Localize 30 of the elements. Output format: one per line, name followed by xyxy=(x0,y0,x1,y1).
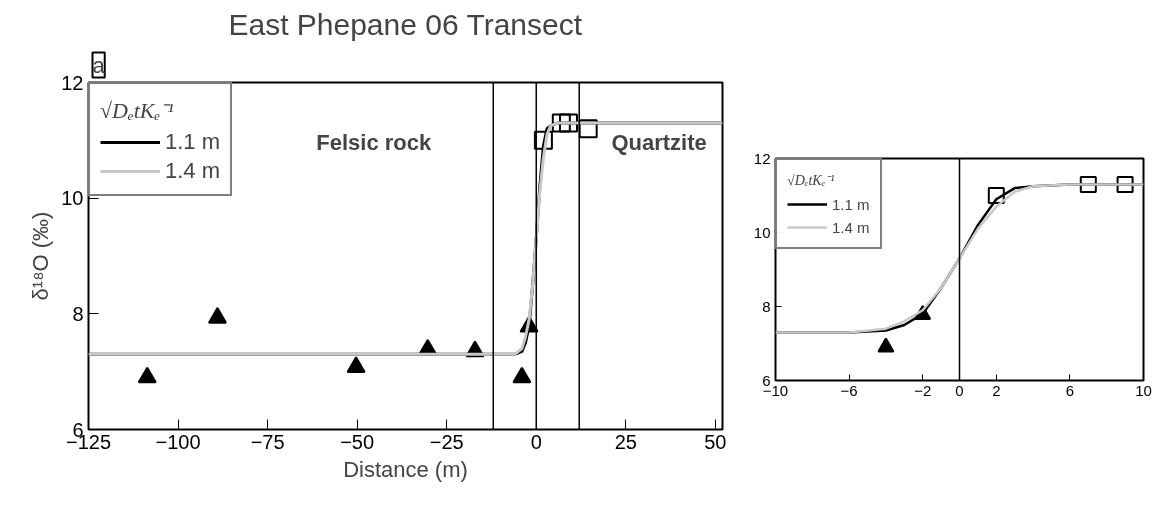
x-tick-label: 0 xyxy=(955,381,964,399)
x-tick-label: −2 xyxy=(914,381,932,399)
legend-title: √DₑtKₑ⁻¹ xyxy=(100,97,175,124)
x-tick-label: 6 xyxy=(1065,381,1075,399)
chart-title: East Phepane 06 Transect xyxy=(228,7,583,41)
x-tick-label: 2 xyxy=(992,381,1001,399)
legend-label: 1.4 m xyxy=(832,218,870,236)
y-tick-label: 12 xyxy=(61,71,84,94)
y-tick-label: 10 xyxy=(753,223,771,241)
x-tick-label: −25 xyxy=(429,430,464,453)
x-tick-label: 25 xyxy=(614,430,637,453)
annotation: Felsic rock xyxy=(316,129,433,155)
y-axis-title: δ¹⁸O (‰) xyxy=(28,211,54,301)
annotation: Quartzite xyxy=(611,129,707,155)
legend-label: 1.4 m xyxy=(165,158,221,184)
x-tick-label: 0 xyxy=(530,430,542,453)
x-tick-label: −100 xyxy=(155,430,201,453)
legend-title: √DₑtKₑ⁻¹ xyxy=(787,172,836,189)
x-tick-label: −6 xyxy=(840,381,858,399)
x-tick-label: 10 xyxy=(1135,381,1152,399)
y-tick-label: 10 xyxy=(61,187,84,210)
x-tick-label: −75 xyxy=(250,430,285,453)
legend-label: 1.1 m xyxy=(165,129,221,155)
y-tick-label: 12 xyxy=(753,149,771,167)
x-axis-title: Distance (m) xyxy=(343,456,468,482)
y-tick-label: 8 xyxy=(762,297,771,315)
x-tick-label: 50 xyxy=(704,430,727,453)
legend-label: 1.1 m xyxy=(832,195,870,213)
y-tick-label: 8 xyxy=(72,302,84,325)
x-tick-label: −50 xyxy=(340,430,375,453)
